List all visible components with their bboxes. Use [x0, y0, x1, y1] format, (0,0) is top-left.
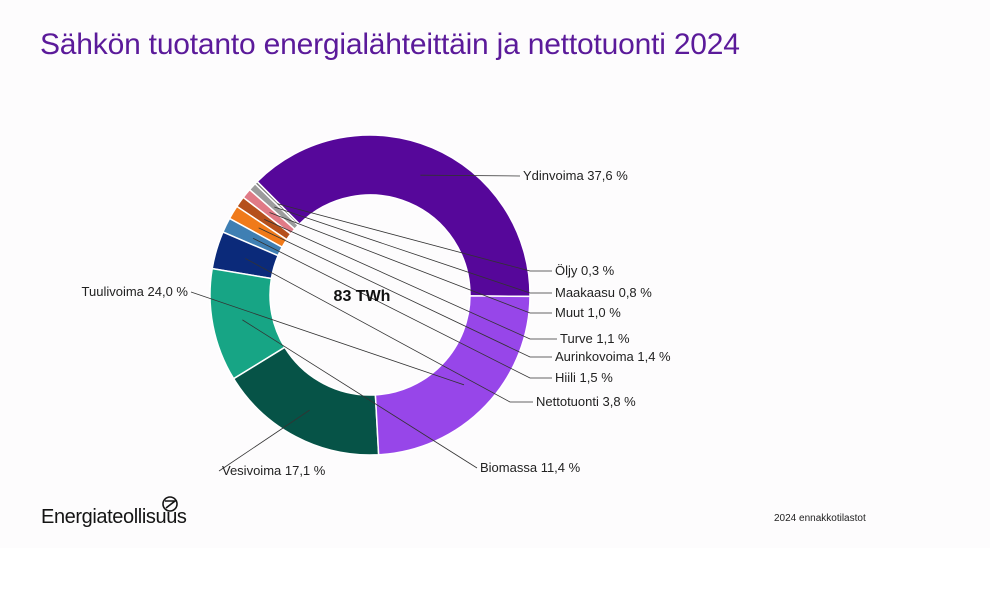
- slice-label-turve: Turve 1,1 %: [560, 331, 630, 346]
- leader-line-tuulivoima: [190, 291, 465, 386]
- slice-label-vesivoima: Vesivoima 17,1 %: [222, 463, 326, 478]
- leader-lines: [190, 174, 557, 472]
- leader-line-maakaasu: [274, 206, 552, 294]
- slice-label-öljy: Öljy 0,3 %: [555, 263, 615, 278]
- slice-label-muut: Muut 1,0 %: [555, 305, 621, 320]
- slice-label-tuulivoima: Tuulivoima 24,0 %: [82, 284, 189, 299]
- slice-label-aurinkovoima: Aurinkovoima 1,4 %: [555, 349, 671, 364]
- slice-tuulivoima: [374, 295, 531, 456]
- slice-label-maakaasu: Maakaasu 0,8 %: [555, 285, 652, 300]
- donut-slices: [209, 134, 531, 456]
- slice-label-ydinvoima: Ydinvoima 37,6 %: [523, 168, 628, 183]
- source-note: 2024 ennakkotilastot: [774, 513, 866, 524]
- leader-line-muut: [269, 212, 552, 314]
- leader-line-hiili: [252, 237, 552, 379]
- slide-title: Sähkön tuotanto energialähteittäin ja ne…: [40, 28, 740, 61]
- center-total-label: 83 TWh: [334, 288, 391, 305]
- donut-chart: Ydinvoima 37,6 % Öljy 0,3 % Maakaasu 0,8 %…: [82, 134, 672, 478]
- logo-mark-icon: [162, 496, 178, 512]
- slice-label-biomassa: Biomassa 11,4 %: [480, 460, 581, 475]
- slice-label-nettotuonti: Nettotuonti 3,8 %: [536, 394, 636, 409]
- bottom-margin: [0, 548, 1000, 593]
- leader-line-nettotuonti: [245, 258, 533, 403]
- slide: Sähkön tuotanto energialähteittäin ja ne…: [40, 28, 866, 528]
- leader-line-aurinkovoima: [258, 227, 552, 358]
- leader-line-ydinvoima: [420, 174, 521, 177]
- slice-label-hiili: Hiili 1,5 %: [555, 370, 613, 385]
- leader-line-öljy: [277, 203, 552, 272]
- company-logo-text: Energiateollisuus: [41, 506, 187, 528]
- leader-line-vesivoima: [218, 409, 310, 472]
- slice-ydinvoima: [256, 134, 531, 298]
- slice-labels: Ydinvoima 37,6 % Öljy 0,3 % Maakaasu 0,8 %…: [82, 168, 672, 478]
- leader-line-turve: [264, 218, 557, 340]
- leader-line-biomassa: [242, 319, 478, 469]
